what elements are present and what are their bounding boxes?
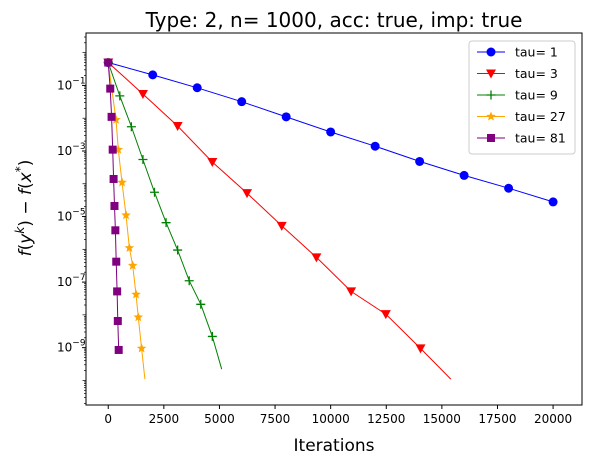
legend-marker-tau-27	[486, 111, 496, 121]
x-axis-label: Iterations	[294, 436, 375, 456]
data-point-tau-3	[276, 221, 287, 231]
legend-label-tau-1: tau= 1	[515, 45, 558, 60]
data-point-tau-9	[126, 122, 136, 132]
legend-label-tau-9: tau= 9	[515, 88, 558, 103]
data-point-tau-27	[133, 312, 144, 322]
series-line-tau-27	[107, 62, 146, 380]
x-tick-label: 20000	[534, 412, 572, 426]
data-point-tau-3	[415, 344, 426, 354]
x-tick-label: 7500	[260, 412, 291, 426]
data-point-tau-1	[237, 97, 247, 107]
legend-marker-tau-9	[486, 90, 496, 100]
data-point-tau-81	[113, 316, 122, 325]
data-point-tau-9	[138, 155, 148, 165]
data-point-tau-27	[131, 289, 141, 299]
data-point-tau-81	[104, 58, 113, 67]
data-point-tau-3	[380, 310, 391, 320]
data-point-tau-81	[107, 112, 116, 121]
legend-label-tau-27: tau= 27	[515, 109, 566, 124]
legend-marker-tau-81	[487, 134, 495, 142]
legend: tau= 1 tau= 3 tau= 9 tau= 27 tau= 81	[468, 40, 576, 155]
data-point-tau-1	[192, 83, 202, 93]
data-point-tau-27	[111, 114, 121, 124]
data-point-tau-1	[370, 141, 380, 151]
x-tick-label: 12500	[367, 412, 405, 426]
legend-label-tau-81: tau= 81	[515, 131, 566, 146]
data-point-tau-1	[326, 127, 336, 137]
data-point-tau-81	[114, 345, 123, 354]
data-point-tau-9	[207, 331, 217, 341]
data-point-tau-81	[109, 174, 118, 183]
data-point-tau-81	[108, 145, 117, 154]
data-point-tau-9	[150, 187, 160, 197]
data-point-tau-81	[110, 201, 119, 210]
x-tick-label: 17500	[478, 412, 516, 426]
data-point-tau-27	[127, 260, 138, 270]
data-point-tau-1	[281, 112, 291, 122]
data-point-tau-81	[112, 257, 121, 266]
data-point-tau-3	[137, 89, 148, 99]
y-tick-label: 10−7	[57, 273, 86, 289]
x-tick-label: 0	[104, 412, 112, 426]
data-point-tau-1	[459, 170, 469, 180]
data-point-tau-3	[311, 253, 322, 263]
data-point-tau-1	[415, 156, 425, 166]
data-point-tau-3	[207, 158, 218, 168]
data-point-tau-9	[173, 245, 183, 255]
data-point-tau-27	[124, 242, 135, 253]
data-point-tau-81	[113, 287, 122, 296]
y-tick-label: 10−9	[57, 339, 86, 355]
x-tick-label: 5000	[204, 412, 235, 426]
series-line-tau-3	[107, 62, 452, 380]
plot-frame	[85, 32, 583, 406]
data-point-tau-1	[548, 197, 558, 207]
data-point-tau-81	[111, 226, 120, 235]
data-point-tau-9	[115, 91, 125, 101]
data-point-tau-81	[106, 84, 115, 93]
legend-marker-tau-3	[486, 69, 496, 79]
data-point-tau-27	[113, 144, 124, 154]
data-point-tau-1	[504, 183, 514, 193]
x-tick-label: 10000	[312, 412, 350, 426]
legend-marker-tau-1	[486, 47, 496, 57]
y-tick-label: 10−5	[57, 208, 86, 224]
data-point-tau-3	[172, 121, 183, 131]
legend-label-tau-3: tau= 3	[515, 66, 558, 81]
x-tick-label: 15000	[423, 412, 461, 426]
data-point-tau-27	[121, 210, 131, 220]
x-tick-label: 2500	[149, 412, 180, 426]
data-point-tau-27	[117, 177, 127, 187]
y-axis-label: f(yk) − f(x*)	[13, 160, 36, 257]
data-point-tau-27	[136, 343, 147, 353]
y-tick-label: 10−3	[57, 142, 86, 158]
data-point-tau-9	[184, 276, 194, 286]
data-point-tau-1	[148, 70, 158, 80]
data-point-tau-3	[346, 287, 357, 297]
legend-box	[468, 40, 576, 155]
chart-title: Type: 2, n= 1000, acc: true, imp: true	[145, 8, 523, 32]
data-point-tau-9	[161, 218, 171, 228]
data-point-tau-9	[196, 299, 206, 309]
plot-area	[103, 57, 558, 380]
y-tick-label: 10−1	[57, 76, 86, 92]
data-point-tau-3	[242, 189, 253, 199]
